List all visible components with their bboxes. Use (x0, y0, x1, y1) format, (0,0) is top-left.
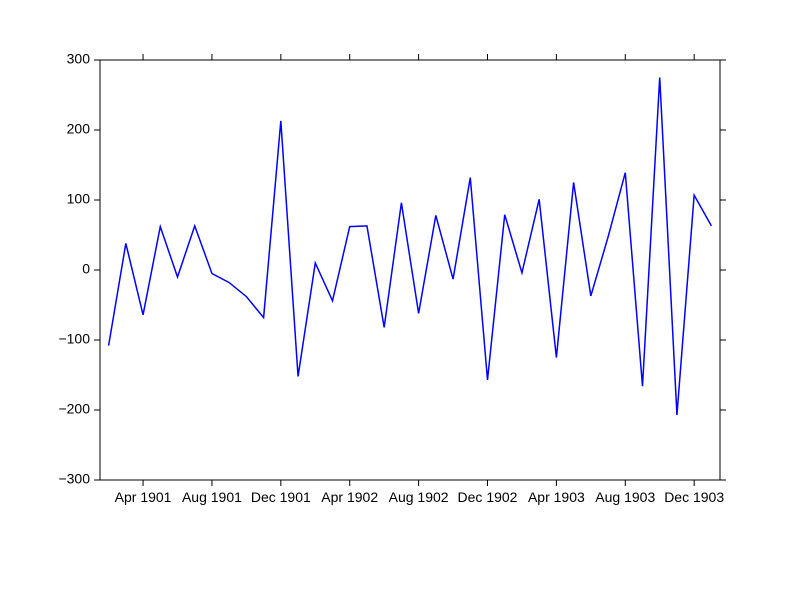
xtick-label: Apr 1902 (321, 489, 378, 505)
xtick-label: Aug 1903 (595, 489, 655, 505)
xtick-label: Apr 1903 (528, 489, 585, 505)
ytick-label: 200 (67, 121, 91, 137)
line-chart: −300 −200 −100 0 100 200 300 Apr 1901 Aug 1901 De… (0, 0, 800, 600)
xtick-label: Dec 1903 (664, 489, 724, 505)
chart-svg: −300 −200 −100 0 100 200 300 Apr 1901 Aug 1901 De… (0, 0, 800, 600)
ytick-label: −100 (58, 331, 90, 347)
plot-frame (100, 60, 720, 480)
xtick-label: Dec 1901 (251, 489, 311, 505)
xtick-label: Aug 1902 (389, 489, 449, 505)
ytick-label: 300 (67, 51, 91, 67)
xtick-label: Aug 1901 (182, 489, 242, 505)
ytick-label: −300 (58, 471, 90, 487)
data-line (109, 78, 712, 415)
xtick-label: Dec 1902 (458, 489, 518, 505)
xtick-label: Apr 1901 (115, 489, 172, 505)
ytick-label: −200 (58, 401, 90, 417)
ytick-label: 100 (67, 191, 91, 207)
ytick-label: 0 (82, 261, 90, 277)
